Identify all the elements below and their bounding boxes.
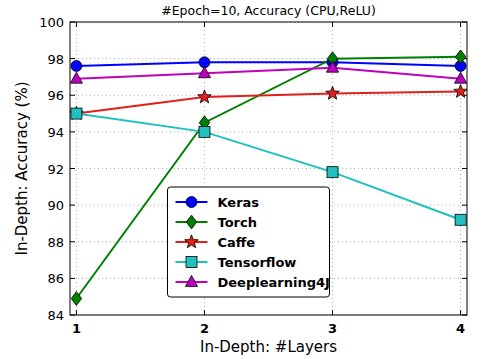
marker [70, 106, 83, 119]
y-tick [462, 278, 467, 279]
title: #Epoch=10, Accuracy (CPU,ReLU) [161, 3, 376, 18]
marker [198, 67, 210, 78]
series-line [76, 57, 460, 299]
marker [454, 84, 467, 97]
x-tick [204, 22, 205, 27]
plot-frame [70, 22, 467, 315]
legend-label: Torch [218, 215, 257, 230]
legend: Keras Torch Caffe Tensorflow Deeplearning4J [168, 187, 330, 297]
legend-label: Caffe [218, 235, 256, 250]
y-tick [70, 278, 75, 279]
series-line [76, 92, 460, 114]
y-tick-label: 90 [47, 198, 64, 213]
y-tick [70, 168, 75, 169]
legend-marker [186, 257, 197, 268]
marker [455, 72, 467, 83]
marker [455, 214, 466, 225]
x-tick [460, 22, 461, 27]
legend-label: Deeplearning4J [218, 275, 330, 290]
y-grid [70, 131, 467, 132]
y-tick-label: 98 [47, 52, 64, 67]
y-tick-label: 88 [47, 235, 64, 250]
y-grid [70, 168, 467, 169]
x-tick-label: 2 [200, 321, 209, 336]
marker [71, 292, 81, 306]
y-tick [70, 205, 75, 206]
y-tick-label: 84 [47, 308, 64, 323]
marker [455, 50, 465, 64]
marker [326, 86, 340, 99]
x-axis-label: In-Depth: #Layers [200, 338, 337, 356]
legend-label: Keras [218, 195, 260, 210]
y-tick [462, 241, 467, 242]
plot-area [70, 50, 467, 305]
x-tick-label: 4 [456, 321, 465, 336]
y-tick [70, 131, 75, 132]
marker [71, 108, 82, 119]
y-tick [462, 168, 467, 169]
legend-marker [186, 197, 197, 208]
y-tick-label: 100 [39, 15, 64, 30]
marker [326, 61, 338, 72]
x-tick [332, 310, 333, 315]
background [0, 0, 500, 359]
legend-marker [186, 215, 196, 229]
chart-root: 84 86 88 90 92 94 96 98 100 1 2 3 4 #Epoch=10, Accura… [0, 0, 500, 359]
chart-svg: 84 86 88 90 92 94 96 98 100 1 2 3 4 #Epoch=10, Accura… [0, 0, 500, 359]
legend-marker [185, 235, 199, 248]
legend-marker [185, 275, 197, 286]
x-tick [332, 22, 333, 27]
x-tick-label: 3 [328, 321, 337, 336]
marker [199, 126, 210, 137]
marker [71, 60, 82, 71]
y-axis-label: In-Depth: Accuracy (%) [13, 81, 31, 255]
marker [198, 90, 212, 103]
y-tick-label: 92 [47, 162, 64, 177]
y-tick-label: 96 [47, 88, 64, 103]
y-tick-label: 86 [47, 271, 64, 286]
legend-box [168, 187, 330, 297]
marker [327, 167, 338, 178]
y-tick [70, 58, 75, 59]
series-line [76, 68, 460, 79]
y-tick [70, 95, 75, 96]
y-tick [70, 241, 75, 242]
y-tick [462, 131, 467, 132]
series-line [76, 62, 460, 66]
x-tick [204, 310, 205, 315]
y-tick-label: 94 [47, 125, 64, 140]
x-tick [76, 22, 77, 27]
x-tick [460, 310, 461, 315]
legend-label: Tensorflow [218, 255, 297, 270]
y-tick [462, 205, 467, 206]
grid [70, 22, 467, 315]
marker [70, 72, 82, 83]
x-tick-label: 1 [72, 321, 81, 336]
x-tick [76, 310, 77, 315]
